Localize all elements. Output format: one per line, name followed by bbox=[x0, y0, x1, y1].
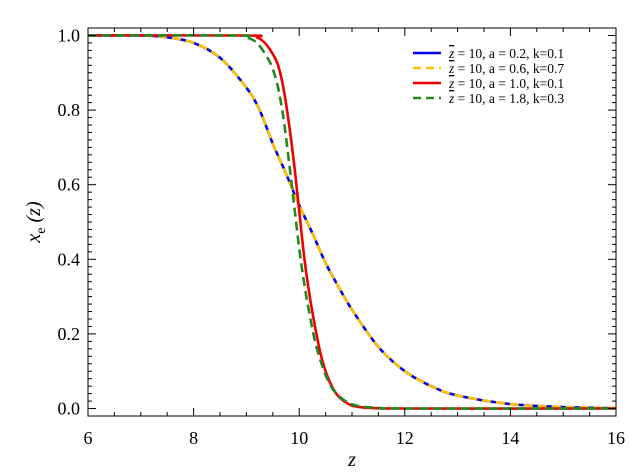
y-tick-label: 1.0 bbox=[58, 25, 81, 45]
series-line-3 bbox=[87, 34, 617, 410]
y-tick-label: 0.2 bbox=[58, 324, 81, 344]
x-tick-label: 14 bbox=[501, 428, 519, 448]
legend-label-3: z = 10, a = 1.0, k=0.1 bbox=[448, 76, 564, 91]
legend-label-2: z = 10, a = 0.6, k=0.7 bbox=[448, 61, 564, 76]
series-line-4 bbox=[87, 34, 617, 410]
y-axis-title-suffix: (z) bbox=[23, 201, 45, 227]
x-tick-label: 16 bbox=[607, 428, 625, 448]
y-tick-label: 0.6 bbox=[58, 175, 81, 195]
x-tick-label: 8 bbox=[189, 428, 198, 448]
x-tick-label: 12 bbox=[396, 428, 414, 448]
series-line-2 bbox=[87, 34, 617, 410]
y-axis-title: xe (z) bbox=[23, 201, 49, 244]
series-layer bbox=[87, 34, 617, 410]
y-tick-label: 0.0 bbox=[58, 399, 81, 419]
x-tick-label: 10 bbox=[290, 428, 308, 448]
x-tick-label: 6 bbox=[84, 428, 93, 448]
legend: z = 10, a = 0.2, k=0.1z = 10, a = 0.6, k… bbox=[413, 46, 564, 106]
plot-frame bbox=[87, 27, 617, 417]
legend-label-4: z = 10, a = 1.8, k=0.3 bbox=[448, 91, 564, 106]
ticklabel-layer: 6 8 10 12 14 16 0.0 0.2 0.4 0.6 0.8 1.0 bbox=[58, 25, 626, 448]
y-axis-title-subscript: e bbox=[34, 228, 49, 234]
y-tick-label: 0.4 bbox=[58, 249, 81, 269]
legend-label-1: z = 10, a = 0.2, k=0.1 bbox=[448, 46, 564, 61]
x-axis-title: z bbox=[347, 449, 356, 471]
ticks-layer bbox=[87, 28, 617, 416]
y-axis-title-main: x bbox=[23, 234, 45, 244]
y-tick-label: 0.8 bbox=[58, 100, 81, 120]
